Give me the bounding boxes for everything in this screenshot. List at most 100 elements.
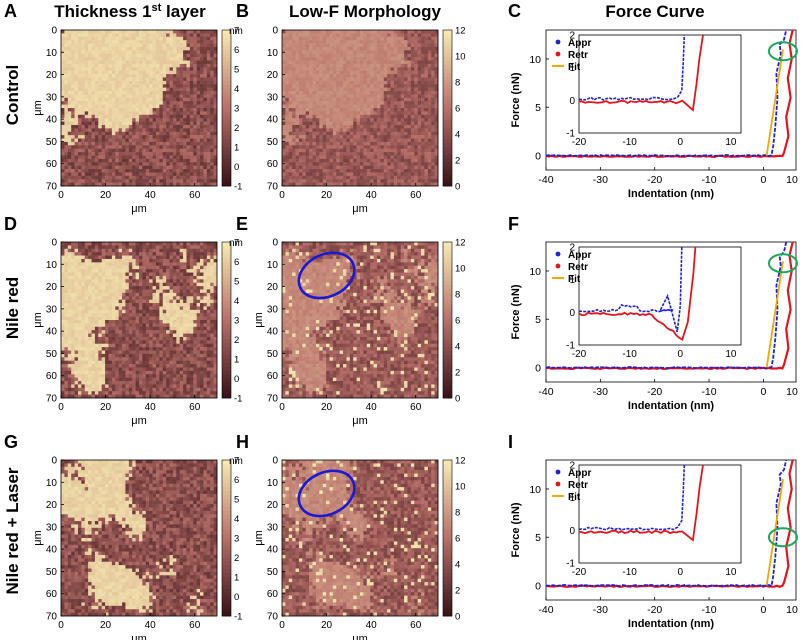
heatmap-cell xyxy=(383,169,388,173)
heatmap-cell xyxy=(64,77,69,82)
heatmap-cell xyxy=(360,179,364,183)
heatmap-cell xyxy=(108,275,113,280)
heatmap-cell xyxy=(397,30,401,34)
heatmap-cell xyxy=(339,141,344,146)
heatmap-cell xyxy=(176,242,180,246)
heatmap-cell xyxy=(400,40,405,44)
heatmap-cell xyxy=(213,97,218,102)
heatmap-cell xyxy=(288,118,293,122)
heatmap-cell xyxy=(155,141,160,146)
heatmap-cell xyxy=(292,80,296,85)
heatmap-cell xyxy=(61,179,65,183)
heatmap-cell xyxy=(169,97,174,102)
heatmap-cell xyxy=(162,148,167,153)
heatmap-cell xyxy=(356,84,361,88)
heatmap-cell xyxy=(298,84,303,88)
heatmap-cell xyxy=(145,80,150,85)
heatmap-cell xyxy=(421,91,425,95)
heatmap-cell xyxy=(91,91,96,95)
heatmap-cell xyxy=(380,77,385,82)
heatmap-cell xyxy=(169,179,174,183)
heatmap-cell xyxy=(77,135,82,139)
heatmap-cell xyxy=(295,138,300,143)
heatmap-cell xyxy=(152,141,157,146)
heatmap-cell xyxy=(339,175,344,180)
heatmap-cell xyxy=(122,124,126,129)
heatmap-cell xyxy=(74,84,79,88)
heatmap-cell xyxy=(383,53,388,58)
heatmap-cell xyxy=(329,70,334,75)
heatmap-cell xyxy=(179,121,184,126)
heatmap-cell xyxy=(186,80,191,85)
heatmap-cell xyxy=(77,46,82,51)
heatmap-cell xyxy=(349,182,354,187)
heatmap-cell xyxy=(61,108,65,112)
heatmap-cell xyxy=(366,57,371,61)
colorbar-step xyxy=(443,143,452,148)
heatmap-cell xyxy=(71,70,75,75)
heatmap-cell xyxy=(431,97,435,102)
heatmap-cell xyxy=(360,87,364,92)
heatmap-cell xyxy=(203,111,208,116)
heatmap-cell xyxy=(152,43,157,48)
heatmap-cell xyxy=(387,91,391,95)
heatmap-cell xyxy=(404,57,408,61)
heatmap-cell xyxy=(329,77,334,82)
heatmap-cell xyxy=(179,255,184,260)
heatmap-cell xyxy=(312,182,317,187)
heatmap-cell xyxy=(166,165,170,170)
heatmap-cell xyxy=(169,275,174,280)
colorbar-step xyxy=(443,80,452,85)
heatmap-cell xyxy=(105,269,109,273)
heatmap-cell xyxy=(305,94,310,99)
heatmap-cell xyxy=(176,128,180,133)
heatmap-cell xyxy=(176,162,180,166)
heatmap-cell xyxy=(152,80,157,85)
heatmap-cell xyxy=(343,77,347,82)
heatmap-cell xyxy=(383,141,388,146)
heatmap-cell xyxy=(162,36,167,41)
heatmap-cell xyxy=(88,262,92,267)
heatmap-cell xyxy=(74,245,79,250)
heatmap-cell xyxy=(295,141,300,146)
heatmap-cell xyxy=(288,141,293,146)
heatmap-cell xyxy=(142,135,147,139)
heatmap-cell xyxy=(353,169,357,173)
heatmap-cell xyxy=(200,94,204,99)
heatmap-cell xyxy=(139,97,143,102)
heatmap-cell xyxy=(183,63,187,68)
heatmap-cell xyxy=(393,124,398,129)
heatmap-cell xyxy=(186,141,191,146)
heatmap-cell xyxy=(145,258,150,263)
heatmap-cell xyxy=(203,128,208,133)
inset-series-retr xyxy=(578,34,704,112)
heatmap-cell xyxy=(179,165,184,170)
heatmap-cell xyxy=(349,60,354,65)
heatmap-cell xyxy=(427,152,432,156)
heatmap-cell xyxy=(346,162,351,166)
heatmap-cell xyxy=(282,118,286,122)
heatmap-cell xyxy=(305,50,310,55)
heatmap-cell xyxy=(434,114,439,119)
heatmap-cell xyxy=(356,36,361,41)
heatmap-cell xyxy=(145,108,150,112)
heatmap-cell xyxy=(373,138,378,143)
heatmap-cell xyxy=(206,30,211,34)
heatmap-cell xyxy=(339,169,344,173)
heatmap-cell xyxy=(122,91,126,95)
heatmap-cell xyxy=(302,138,307,143)
heatmap-cell xyxy=(363,60,368,65)
heatmap-cell xyxy=(343,169,347,173)
heatmap-cell xyxy=(186,252,191,256)
heatmap-cell xyxy=(213,104,218,109)
heatmap-cell xyxy=(200,118,204,122)
heatmap-cell xyxy=(343,118,347,122)
heatmap-cell xyxy=(383,152,388,156)
heatmap-cell xyxy=(193,114,197,119)
heatmap-cell xyxy=(149,60,153,65)
heatmap-cell xyxy=(393,145,398,149)
heatmap-cell xyxy=(142,57,147,61)
heatmap-cell xyxy=(142,262,147,267)
heatmap-cell xyxy=(203,74,208,78)
heatmap-cell xyxy=(196,50,201,55)
